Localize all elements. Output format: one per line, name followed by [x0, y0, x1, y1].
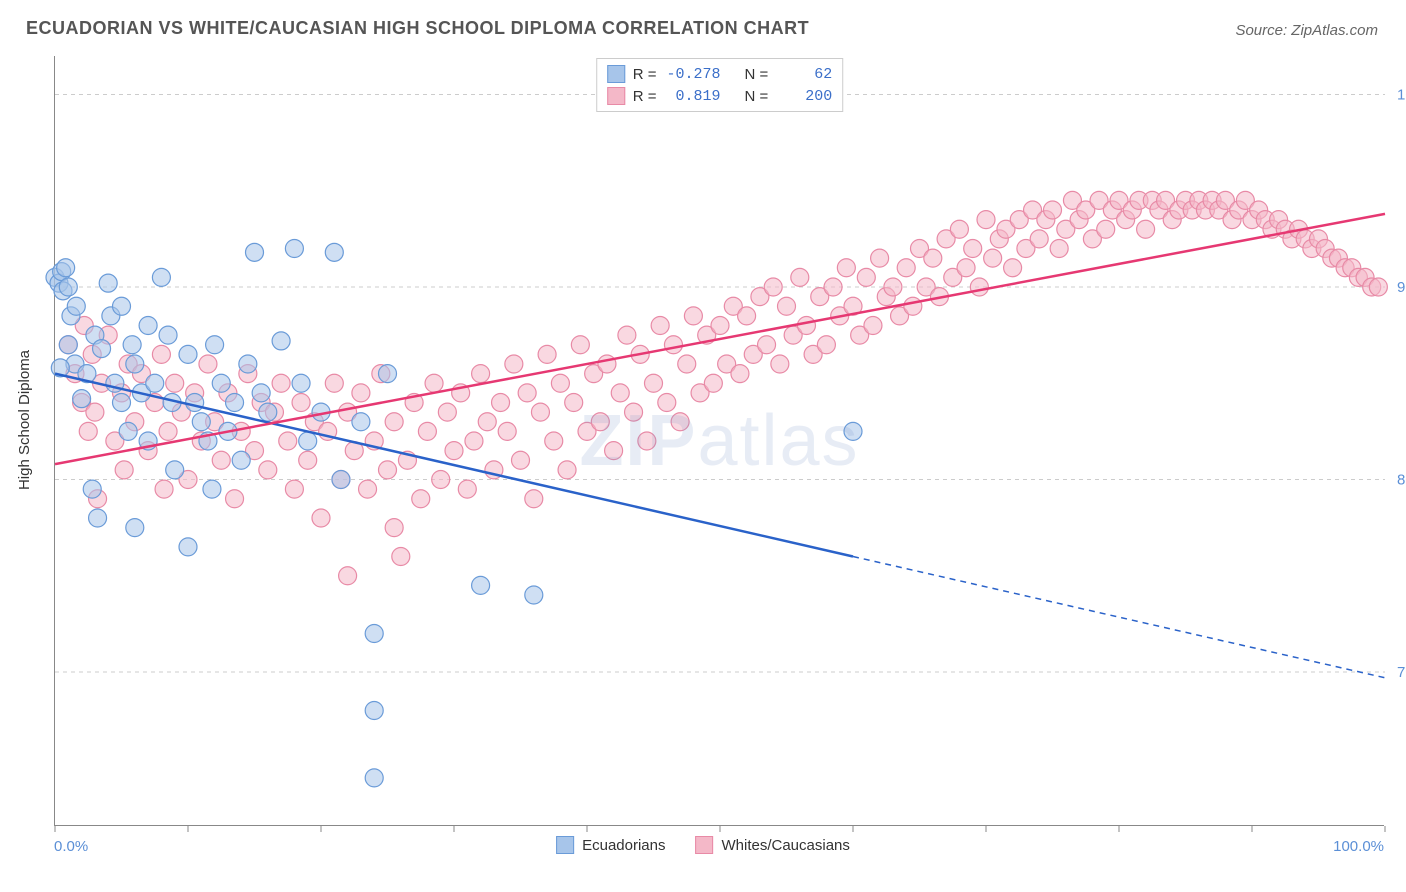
svg-text:100.0%: 100.0% — [1397, 87, 1406, 104]
y-axis-title: High School Diploma — [16, 350, 33, 490]
legend-n-label: N = — [745, 88, 769, 105]
chart-title: ECUADORIAN VS WHITE/CAUCASIAN HIGH SCHOO… — [26, 18, 809, 39]
legend-r-label: R = — [633, 66, 657, 83]
legend-swatch-icon — [607, 65, 625, 83]
x-axis-max-label: 100.0% — [1333, 838, 1384, 855]
legend-n-value: 200 — [776, 88, 832, 105]
legend-swatch-icon — [696, 836, 714, 854]
x-axis-min-label: 0.0% — [54, 838, 88, 855]
legend-n-value: 62 — [776, 66, 832, 83]
legend-series-ecuadorians: Ecuadorians — [556, 836, 665, 854]
legend-series-label: Whites/Caucasians — [722, 837, 850, 854]
svg-text:80.0%: 80.0% — [1397, 472, 1406, 489]
legend-r-value: 0.819 — [665, 88, 721, 105]
legend-n-label: N = — [745, 66, 769, 83]
legend-correlation-box: R = -0.278 N = 62 R = 0.819 N = 200 — [596, 58, 844, 112]
legend-row-ecuadorians: R = -0.278 N = 62 — [607, 63, 833, 85]
legend-series-whites: Whites/Caucasians — [696, 836, 850, 854]
svg-text:90.0%: 90.0% — [1397, 279, 1406, 296]
legend-series: Ecuadorians Whites/Caucasians — [556, 836, 850, 854]
legend-r-value: -0.278 — [665, 66, 721, 83]
legend-series-label: Ecuadorians — [582, 837, 665, 854]
legend-r-label: R = — [633, 88, 657, 105]
svg-text:70.0%: 70.0% — [1397, 664, 1406, 681]
scatter-plot-svg: 70.0%80.0%90.0%100.0% — [55, 56, 1384, 825]
source-attribution: Source: ZipAtlas.com — [1235, 22, 1378, 39]
legend-row-whites: R = 0.819 N = 200 — [607, 85, 833, 107]
chart-plot-area: R =-0.278N =62R =0.819N =200 ZIPatlas 70… — [54, 56, 1384, 826]
legend-swatch-icon — [607, 87, 625, 105]
legend-swatch-icon — [556, 836, 574, 854]
